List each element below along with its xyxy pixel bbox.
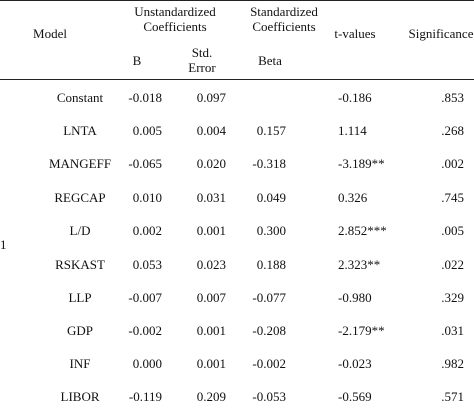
variable-cell: RSKAST bbox=[55, 257, 105, 272]
t-value-cell: -3.189** bbox=[338, 156, 385, 171]
t-value-cell: -0.023 bbox=[338, 356, 372, 371]
b-cell: -0.018 bbox=[128, 90, 162, 105]
variable-cell: REGCAP bbox=[54, 190, 106, 205]
beta-cell: -0.002 bbox=[252, 356, 286, 371]
variable-cell: MANGEFF bbox=[48, 156, 112, 171]
b-cell: -0.007 bbox=[128, 290, 162, 305]
std-error-cell: 0.007 bbox=[196, 290, 226, 305]
std-error-cell: 0.001 bbox=[196, 356, 226, 371]
beta-cell: 0.188 bbox=[256, 257, 286, 272]
variable-cell: L/D bbox=[69, 223, 91, 238]
std-error-cell: 0.001 bbox=[196, 223, 226, 238]
significance-cell: .022 bbox=[441, 257, 464, 272]
significance-cell: .982 bbox=[441, 356, 464, 371]
b-cell: 0.005 bbox=[132, 123, 162, 138]
header-significance: Significance bbox=[408, 26, 474, 41]
header-b: B bbox=[132, 53, 142, 68]
std-error-cell: 0.023 bbox=[196, 257, 226, 272]
significance-cell: .031 bbox=[441, 323, 464, 338]
t-value-cell: -0.569 bbox=[338, 389, 372, 404]
header-divider bbox=[0, 79, 474, 80]
std-error-cell: 0.004 bbox=[196, 123, 226, 138]
model-number: 1 bbox=[0, 237, 7, 252]
table-top-rule bbox=[0, 0, 474, 1]
t-value-cell: 2.323** bbox=[338, 257, 381, 272]
variable-cell: GDP bbox=[66, 323, 93, 338]
t-value-cell: 2.852*** bbox=[338, 223, 387, 238]
significance-cell: .268 bbox=[441, 123, 464, 138]
variable-cell: LLP bbox=[68, 290, 92, 305]
header-t-values: t-values bbox=[334, 26, 376, 41]
b-cell: -0.002 bbox=[128, 323, 162, 338]
t-value-cell: 1.114 bbox=[338, 123, 367, 138]
header-unstandardized-line2: Coefficients bbox=[143, 19, 207, 34]
b-cell: 0.053 bbox=[132, 257, 162, 272]
header-std-error-line2: Error bbox=[188, 60, 216, 75]
beta-cell: 0.049 bbox=[256, 190, 286, 205]
t-value-cell: -0.980 bbox=[338, 290, 372, 305]
std-error-cell: 0.209 bbox=[196, 389, 226, 404]
b-cell: -0.065 bbox=[128, 156, 162, 171]
std-error-cell: 0.097 bbox=[196, 90, 226, 105]
header-unstandardized-line1: Unstandardized bbox=[134, 4, 216, 19]
std-error-cell: 0.001 bbox=[196, 323, 226, 338]
beta-cell: 0.300 bbox=[256, 223, 286, 238]
significance-cell: .853 bbox=[441, 90, 464, 105]
std-error-cell: 0.031 bbox=[196, 190, 226, 205]
significance-cell: .002 bbox=[441, 156, 464, 171]
b-cell: 0.002 bbox=[132, 223, 162, 238]
b-cell: 0.000 bbox=[132, 356, 162, 371]
variable-cell: INF bbox=[69, 356, 91, 371]
beta-cell: -0.053 bbox=[252, 389, 286, 404]
header-standardized-line1: Standardized bbox=[250, 4, 318, 19]
header-standardized-line2: Coefficients bbox=[252, 19, 316, 34]
variable-cell: LIBOR bbox=[60, 389, 100, 404]
significance-cell: .005 bbox=[441, 223, 464, 238]
header-beta: Beta bbox=[258, 53, 282, 68]
std-error-cell: 0.020 bbox=[196, 156, 226, 171]
header-model: Model bbox=[33, 26, 67, 41]
header-std-error-line1: Std. bbox=[191, 45, 213, 60]
beta-cell: 0.157 bbox=[256, 123, 286, 138]
variable-cell: Constant bbox=[56, 90, 104, 105]
variable-cell: LNTA bbox=[63, 123, 97, 138]
t-value-cell: -2.179** bbox=[338, 323, 385, 338]
significance-cell: .745 bbox=[441, 190, 464, 205]
b-cell: 0.010 bbox=[132, 190, 162, 205]
beta-cell: -0.077 bbox=[252, 290, 286, 305]
b-cell: -0.119 bbox=[128, 389, 162, 404]
significance-cell: .571 bbox=[441, 389, 464, 404]
beta-cell: -0.208 bbox=[252, 323, 286, 338]
t-value-cell: 0.326 bbox=[338, 190, 368, 205]
t-value-cell: -0.186 bbox=[338, 90, 372, 105]
significance-cell: .329 bbox=[441, 290, 464, 305]
beta-cell: -0.318 bbox=[252, 156, 286, 171]
